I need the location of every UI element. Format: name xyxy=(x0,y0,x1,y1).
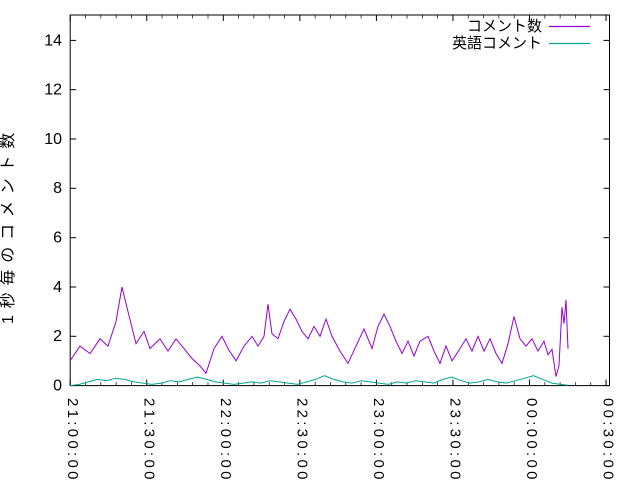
svg-text:21:30:00: 21:30:00 xyxy=(141,398,158,480)
svg-text:0: 0 xyxy=(53,378,62,395)
svg-text:22:00:00: 22:00:00 xyxy=(217,398,234,480)
svg-text:14: 14 xyxy=(44,32,62,49)
svg-text:1秒毎のコメント数: 1秒毎のコメント数 xyxy=(0,126,17,324)
svg-text:21:00:00: 21:00:00 xyxy=(64,398,81,480)
svg-text:23:00:00: 23:00:00 xyxy=(370,398,387,480)
svg-text:00:00:00: 00:00:00 xyxy=(523,398,540,480)
svg-text:12: 12 xyxy=(44,82,62,99)
svg-text:4: 4 xyxy=(53,279,62,296)
svg-text:00:30:00: 00:30:00 xyxy=(600,398,617,480)
svg-text:8: 8 xyxy=(53,180,62,197)
svg-text:コメント数: コメント数 xyxy=(467,18,542,35)
svg-text:6: 6 xyxy=(53,230,62,247)
svg-text:23:30:00: 23:30:00 xyxy=(447,398,464,480)
svg-text:2: 2 xyxy=(53,328,62,345)
svg-text:英語コメント: 英語コメント xyxy=(452,34,542,52)
svg-text:10: 10 xyxy=(44,131,62,148)
svg-text:22:30:00: 22:30:00 xyxy=(294,398,311,480)
